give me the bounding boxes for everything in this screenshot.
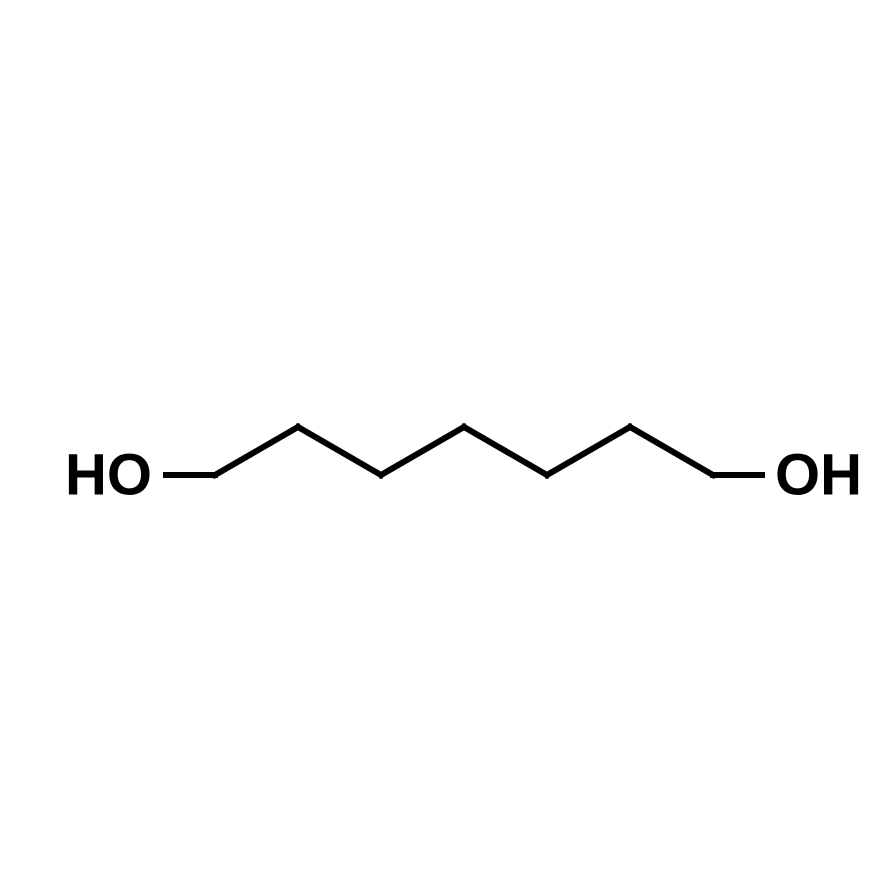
bonds-group — [166, 427, 762, 475]
bond — [547, 427, 630, 475]
bond — [215, 427, 298, 475]
bond — [298, 427, 381, 475]
atom-label-O2: OH — [775, 443, 862, 508]
atom-label-O1: HO — [65, 443, 152, 508]
bond — [464, 427, 547, 475]
bond — [630, 427, 713, 475]
bond — [381, 427, 464, 475]
molecule-diagram: HO OH — [0, 0, 890, 890]
